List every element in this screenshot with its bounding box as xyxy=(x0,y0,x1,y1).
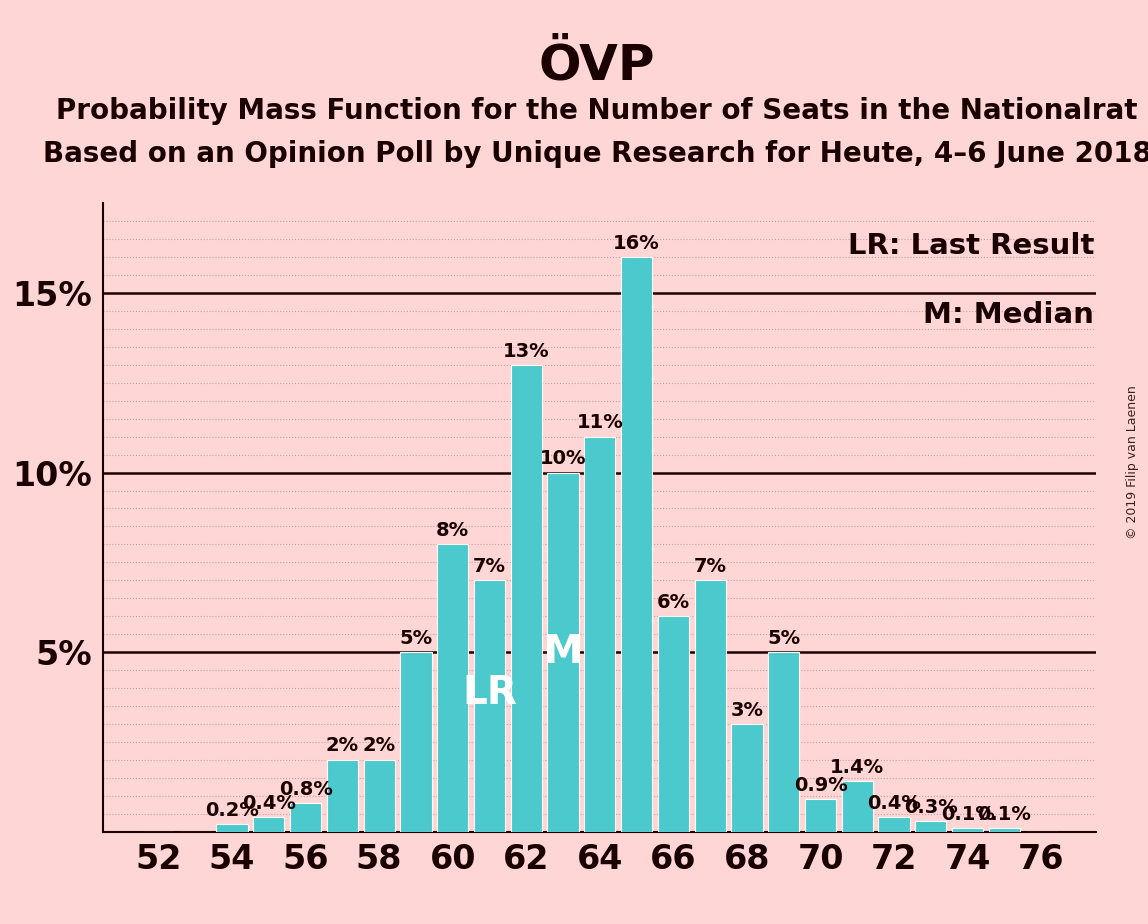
Text: 7%: 7% xyxy=(693,557,727,576)
Bar xyxy=(217,824,248,832)
Text: 0.4%: 0.4% xyxy=(867,794,921,813)
Bar xyxy=(548,472,579,832)
Text: Based on an Opinion Poll by Unique Research for Heute, 4–6 June 2018: Based on an Opinion Poll by Unique Resea… xyxy=(42,140,1148,168)
Bar xyxy=(584,437,615,832)
Text: 0.8%: 0.8% xyxy=(279,780,333,798)
Bar xyxy=(327,760,358,832)
Text: M: M xyxy=(544,633,582,671)
Text: 0.9%: 0.9% xyxy=(793,776,847,795)
Text: 6%: 6% xyxy=(657,593,690,612)
Text: LR: Last Result: LR: Last Result xyxy=(848,232,1094,260)
Text: ÖVP: ÖVP xyxy=(538,42,656,90)
Text: 0.4%: 0.4% xyxy=(242,794,296,813)
Text: 5%: 5% xyxy=(767,628,800,648)
Text: 10%: 10% xyxy=(540,449,587,468)
Text: LR: LR xyxy=(461,675,517,712)
Bar xyxy=(731,723,762,832)
Text: 11%: 11% xyxy=(576,413,623,432)
Bar xyxy=(988,828,1021,832)
Text: 13%: 13% xyxy=(503,342,550,360)
Bar xyxy=(658,616,689,832)
Text: 1.4%: 1.4% xyxy=(830,758,884,777)
Bar xyxy=(952,828,983,832)
Text: 7%: 7% xyxy=(473,557,506,576)
Text: 8%: 8% xyxy=(436,521,470,540)
Bar xyxy=(254,817,285,832)
Text: 16%: 16% xyxy=(613,234,660,253)
Text: 2%: 2% xyxy=(363,736,396,756)
Text: © 2019 Filip van Laenen: © 2019 Filip van Laenen xyxy=(1126,385,1139,539)
Text: 0.3%: 0.3% xyxy=(903,797,957,817)
Text: 3%: 3% xyxy=(730,700,763,720)
Text: 5%: 5% xyxy=(400,628,433,648)
Bar xyxy=(768,652,799,832)
Bar xyxy=(437,544,468,832)
Bar xyxy=(401,652,432,832)
Text: M: Median: M: Median xyxy=(923,300,1094,329)
Bar xyxy=(511,365,542,832)
Text: 2%: 2% xyxy=(326,736,359,756)
Text: 0.2%: 0.2% xyxy=(205,801,259,821)
Text: Probability Mass Function for the Number of Seats in the Nationalrat: Probability Mass Function for the Number… xyxy=(56,97,1138,125)
Bar xyxy=(474,580,505,832)
Bar xyxy=(915,821,946,832)
Bar xyxy=(364,760,395,832)
Bar xyxy=(878,817,909,832)
Text: 0.1%: 0.1% xyxy=(940,805,994,823)
Bar xyxy=(695,580,726,832)
Text: 0.1%: 0.1% xyxy=(977,805,1031,823)
Bar xyxy=(841,782,872,832)
Bar xyxy=(290,803,321,832)
Bar xyxy=(621,257,652,832)
Bar xyxy=(805,799,836,832)
